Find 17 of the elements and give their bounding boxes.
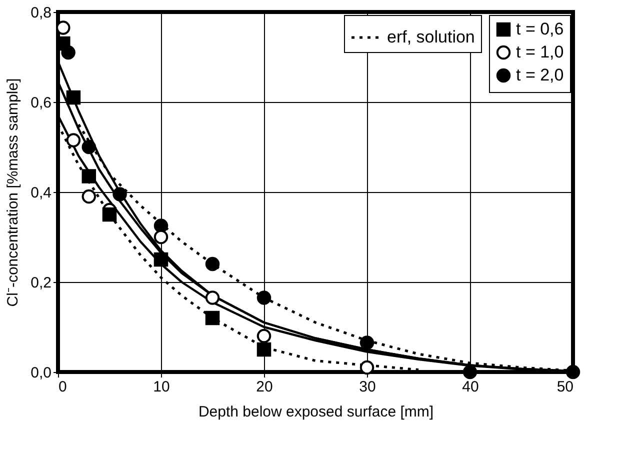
y-tick-label: 0,8 — [30, 4, 52, 22]
y-tick-label: 0,6 — [30, 94, 52, 112]
x-axis-title: Depth below exposed surface [mm] — [198, 404, 434, 420]
y-axis-title: Cl⁻-concentration [%mass sample] — [4, 78, 22, 307]
legend-label: t = 0,6 — [516, 20, 564, 38]
x-tick-label: 30 — [359, 378, 376, 396]
y-tick-label: 0,4 — [30, 184, 52, 202]
x-tick-label: 20 — [256, 378, 273, 396]
x-tick-label: 50 — [556, 378, 574, 396]
legend-label: t = 1,0 — [516, 42, 564, 62]
x-tick-label: 10 — [153, 378, 170, 396]
legend-label: erf, solution — [387, 28, 475, 46]
y-tick-label: 0,2 — [30, 274, 52, 292]
x-tick-label: 40 — [462, 378, 479, 396]
legend-label: t = 2,0 — [516, 66, 564, 84]
x-tick-label: 0 — [58, 378, 67, 396]
y-tick-label: 0,0 — [30, 364, 52, 382]
